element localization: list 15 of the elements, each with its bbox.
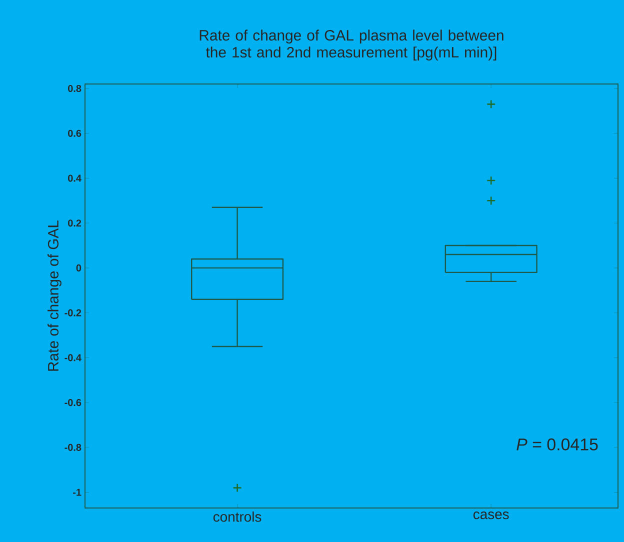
y-tick-label: 0.6 (68, 130, 82, 137)
y-tick-label: -0.4 (64, 354, 82, 362)
y-tick-label: 0 (76, 264, 82, 272)
y-tick-label: 0.2 (68, 220, 82, 227)
x-tick-label: controls (213, 512, 262, 522)
y-tick-label: -0.8 (64, 444, 82, 451)
x-tick-label: cases (473, 512, 509, 520)
y-tick-label: -0.6 (64, 399, 82, 406)
y-tick-label: 0.4 (68, 174, 82, 182)
annotation: P = 0.0415 (516, 438, 598, 450)
y-tick-label: -1 (73, 488, 82, 496)
y-tick-label: 0.8 (68, 84, 82, 92)
y-axis-title: Rate of change of GAL (48, 220, 62, 371)
y-tick-label: -0.2 (64, 309, 82, 316)
chart-title: Rate of change of GAL plasma level between the 1st and 2nd measurement [pg(mL min)] (200, 30, 504, 60)
